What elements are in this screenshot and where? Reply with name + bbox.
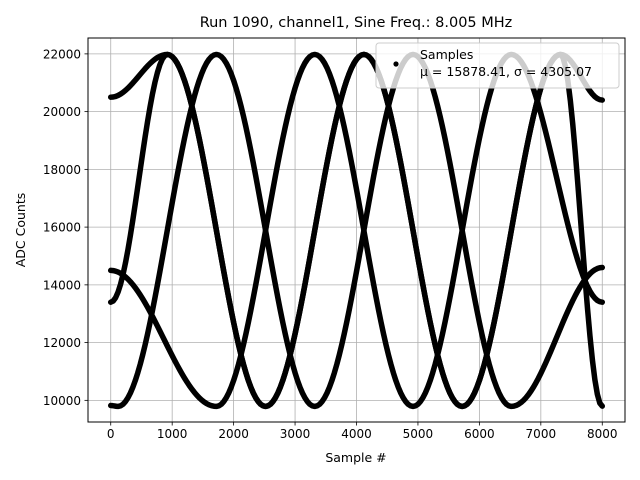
legend: Samples μ = 15878.41, σ = 4305.07 — [375, 42, 620, 89]
y-tick-label: 10000 — [43, 394, 81, 408]
y-tick-label: 20000 — [43, 105, 81, 119]
x-tick-label: 4000 — [341, 427, 372, 441]
x-tick-label: 2000 — [218, 427, 249, 441]
sample-trace-2 — [107, 51, 606, 410]
y-tick-label: 14000 — [43, 278, 81, 292]
x-tick-label: 6000 — [464, 427, 495, 441]
x-tick-label: 1000 — [157, 427, 188, 441]
legend-series-name: Samples — [420, 47, 473, 62]
y-tick-label: 12000 — [43, 336, 81, 350]
y-tick-label: 16000 — [43, 221, 81, 235]
x-tick-label: 8000 — [587, 427, 618, 441]
x-tick-label: 3000 — [280, 427, 311, 441]
x-tick-label: 0 — [107, 427, 115, 441]
legend-stats: μ = 15878.41, σ = 4305.07 — [420, 64, 592, 79]
y-tick-label: 22000 — [43, 47, 81, 61]
y-tick-label: 18000 — [43, 163, 81, 177]
chart-title: Run 1090, channel1, Sine Freq.: 8.005 MH… — [200, 15, 513, 31]
x-axis-label: Sample # — [325, 450, 386, 465]
y-axis-label: ADC Counts — [13, 193, 28, 268]
x-tick-label: 7000 — [526, 427, 557, 441]
x-tick-label: 5000 — [403, 427, 434, 441]
axis-ticks: 0 1000 2000 3000 4000 5000 6000 7000 8000 10000 12… — [43, 47, 618, 441]
sample-trace-4 — [107, 51, 606, 410]
legend-box — [375, 42, 620, 89]
dot-marker-icon — [393, 61, 399, 67]
grid — [88, 38, 625, 422]
